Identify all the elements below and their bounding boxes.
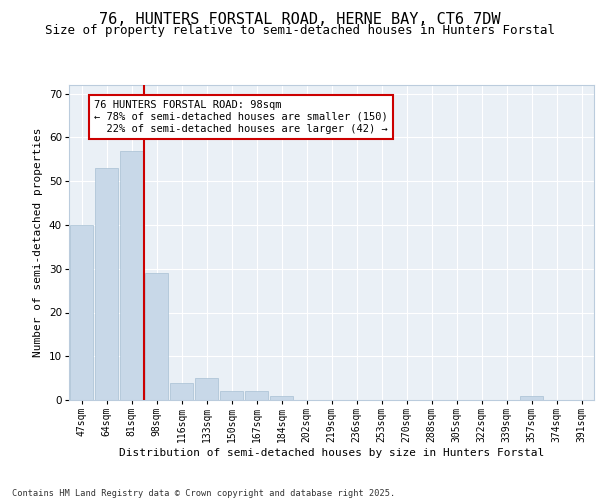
Text: 76 HUNTERS FORSTAL ROAD: 98sqm
← 78% of semi-detached houses are smaller (150)
 : 76 HUNTERS FORSTAL ROAD: 98sqm ← 78% of … [94, 100, 388, 134]
Text: Size of property relative to semi-detached houses in Hunters Forstal: Size of property relative to semi-detach… [45, 24, 555, 37]
X-axis label: Distribution of semi-detached houses by size in Hunters Forstal: Distribution of semi-detached houses by … [119, 448, 544, 458]
Text: Contains HM Land Registry data © Crown copyright and database right 2025.: Contains HM Land Registry data © Crown c… [12, 488, 395, 498]
Bar [170, 382, 193, 400]
Bar [245, 391, 268, 400]
Bar [520, 396, 543, 400]
Bar [145, 273, 168, 400]
Bar [120, 150, 143, 400]
Bar [195, 378, 218, 400]
Bar [95, 168, 118, 400]
Bar [70, 225, 93, 400]
Bar [270, 396, 293, 400]
Y-axis label: Number of semi-detached properties: Number of semi-detached properties [34, 128, 43, 357]
Text: 76, HUNTERS FORSTAL ROAD, HERNE BAY, CT6 7DW: 76, HUNTERS FORSTAL ROAD, HERNE BAY, CT6… [99, 12, 501, 28]
Bar [220, 391, 243, 400]
